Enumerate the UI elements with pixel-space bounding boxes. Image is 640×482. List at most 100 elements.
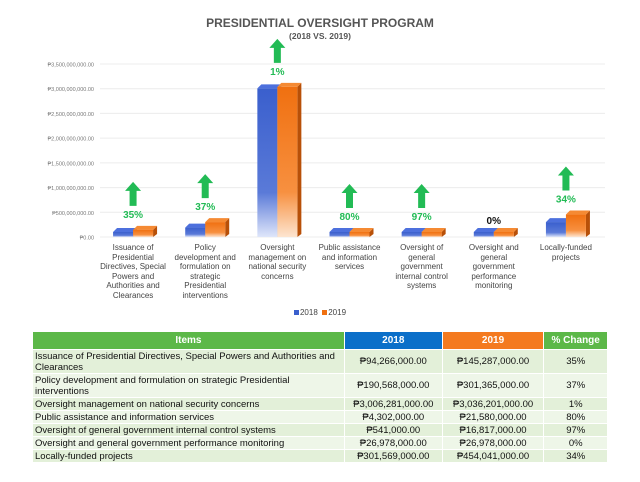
legend-label-2019: 2019 — [328, 308, 347, 317]
bar-top-2018 — [329, 228, 354, 232]
percent-change-label: 34% — [556, 195, 576, 206]
value-cell: ₱190,568,000.00 — [343, 373, 443, 398]
value-cell: ₱16,817,000.00 — [441, 423, 545, 437]
x-category-label: Issuance of Presidential Directives, Spe… — [100, 243, 166, 300]
y-tick-label: ₱3,500,000,000.00 — [48, 63, 95, 69]
up-arrow-icon — [557, 166, 574, 191]
bar-top-2018 — [185, 223, 210, 228]
value-cell: ₱26,978,000.00 — [343, 436, 443, 450]
bar-top-2018 — [545, 218, 570, 223]
column-header: 2019 — [441, 331, 545, 350]
data-table: Items 2018 2019% Change Issuance of Presid… — [32, 331, 608, 463]
column-header: Items — [32, 331, 345, 350]
up-arrow-icon — [413, 184, 430, 208]
bar-chart: ₱0.00 ₱500,000,000.00 ₱1,000,000,000.00 ₱1,… — [48, 38, 605, 242]
up-arrow-icon — [197, 174, 214, 199]
bar-2019 — [565, 214, 586, 237]
value-cell: 35% — [543, 349, 608, 374]
item-cell: Locally-funded projects — [32, 449, 345, 463]
legend-label-2018: 2018 — [299, 308, 318, 317]
percent-change-label: 35% — [123, 210, 143, 221]
x-category-label: Oversight and general government perform… — [468, 243, 519, 290]
bar-2018 — [257, 88, 278, 237]
bar-2019 — [349, 232, 370, 237]
bar-2018 — [113, 232, 134, 237]
bar-side-2019 — [585, 210, 590, 237]
value-cell: 1% — [543, 397, 608, 411]
value-cell: ₱145,287,000.00 — [441, 349, 545, 374]
bar-2018 — [401, 232, 422, 237]
bar-2018 — [185, 227, 206, 237]
value-cell: 97% — [543, 423, 608, 437]
value-cell: ₱26,978,000.00 — [441, 436, 545, 450]
table-row: Locally-funded projects ₱301,569,000.00 ₱4… — [32, 449, 608, 463]
y-tick-label: ₱0.00 — [80, 236, 94, 242]
y-tick-label: ₱1,500,000,000.00 — [48, 161, 95, 167]
percent-change-label: 0% — [487, 216, 502, 227]
bar-side-2019 — [441, 228, 446, 237]
bar-side-2019 — [513, 228, 518, 237]
x-category-label: Policy development and formulation on st… — [174, 243, 236, 300]
y-tick-label: ₱2,000,000,000.00 — [48, 137, 95, 143]
bar-top-2019 — [421, 228, 446, 232]
percent-change-label: 1% — [270, 67, 285, 78]
y-tick-label: ₱2,500,000,000.00 — [48, 112, 95, 118]
bar-2018 — [329, 232, 350, 237]
x-category-label: Locally-funded projects — [539, 243, 592, 262]
bar-top-2018 — [473, 228, 498, 232]
y-tick-label: ₱500,000,000.00 — [52, 211, 94, 217]
up-arrow-icon — [341, 184, 358, 208]
value-cell: ₱4,302,000.00 — [343, 410, 443, 424]
bar-top-2018 — [257, 84, 282, 89]
table-row: Policy development and formulation on st… — [32, 373, 608, 398]
bar-2018 — [545, 222, 566, 237]
bar-top-2019 — [133, 225, 158, 230]
value-cell: ₱541,000.00 — [343, 423, 443, 437]
value-cell: ₱454,041,000.00 — [441, 449, 545, 463]
value-cell: ₱301,365,000.00 — [441, 373, 545, 398]
chart-title: PRESIDENTIAL OVERSIGHT PROGRAM — [206, 16, 434, 30]
bar-top-2019 — [205, 218, 230, 223]
value-cell: ₱3,006,281,000.00 — [343, 397, 443, 411]
legend-swatch-2019 — [322, 310, 328, 315]
value-cell: ₱94,266,000.00 — [343, 349, 443, 374]
bar-2019 — [421, 232, 442, 237]
legend: 2018 2019 — [0, 308, 640, 317]
bar-2019 — [133, 229, 154, 237]
table-row: Public assistance and information servic… — [32, 410, 608, 424]
column-header: 2018 — [343, 331, 443, 350]
value-cell: 34% — [543, 449, 608, 463]
bar-top-2019 — [277, 82, 302, 87]
y-tick-label: ₱3,000,000,000.00 — [48, 87, 95, 93]
bar-top-2018 — [113, 228, 138, 232]
percent-change-label: 80% — [339, 212, 359, 223]
bar-top-2019 — [349, 228, 374, 232]
item-cell: Oversight and general government perform… — [32, 436, 345, 450]
value-cell: 0% — [543, 436, 608, 450]
percent-change-label: 37% — [195, 202, 215, 213]
value-cell: 37% — [543, 373, 608, 398]
bar-side-2019 — [225, 218, 230, 237]
bar-top-2019 — [493, 228, 518, 232]
x-category-label: Oversight management on national securit… — [248, 243, 307, 281]
x-category-label: Public assistance and information servic… — [318, 243, 381, 271]
bar-side-2019 — [153, 225, 158, 237]
up-arrow-icon — [269, 38, 286, 63]
x-category-label: Oversight of general government internal… — [395, 243, 448, 290]
legend-swatch-2018 — [293, 310, 299, 315]
bar-top-2018 — [401, 228, 426, 232]
bar-2019 — [493, 232, 514, 237]
value-cell: ₱21,580,000.00 — [441, 410, 545, 424]
table-row: Oversight of general government internal… — [32, 423, 608, 437]
table-row: Oversight management on national securit… — [32, 397, 608, 411]
table-row: Oversight and general government perform… — [32, 436, 608, 450]
item-cell: Policy development and formulation on st… — [32, 373, 345, 398]
item-cell: Oversight management on national securit… — [32, 397, 345, 411]
value-cell: ₱301,569,000.00 — [343, 449, 443, 463]
bar-top-2019 — [565, 210, 590, 215]
bar-2019 — [205, 222, 226, 237]
column-header: % Change — [543, 331, 608, 350]
item-cell: Public assistance and information servic… — [32, 410, 345, 424]
item-cell: Issuance of Presidential Directives, Spe… — [32, 349, 345, 374]
item-cell: Oversight of general government internal… — [32, 423, 345, 437]
